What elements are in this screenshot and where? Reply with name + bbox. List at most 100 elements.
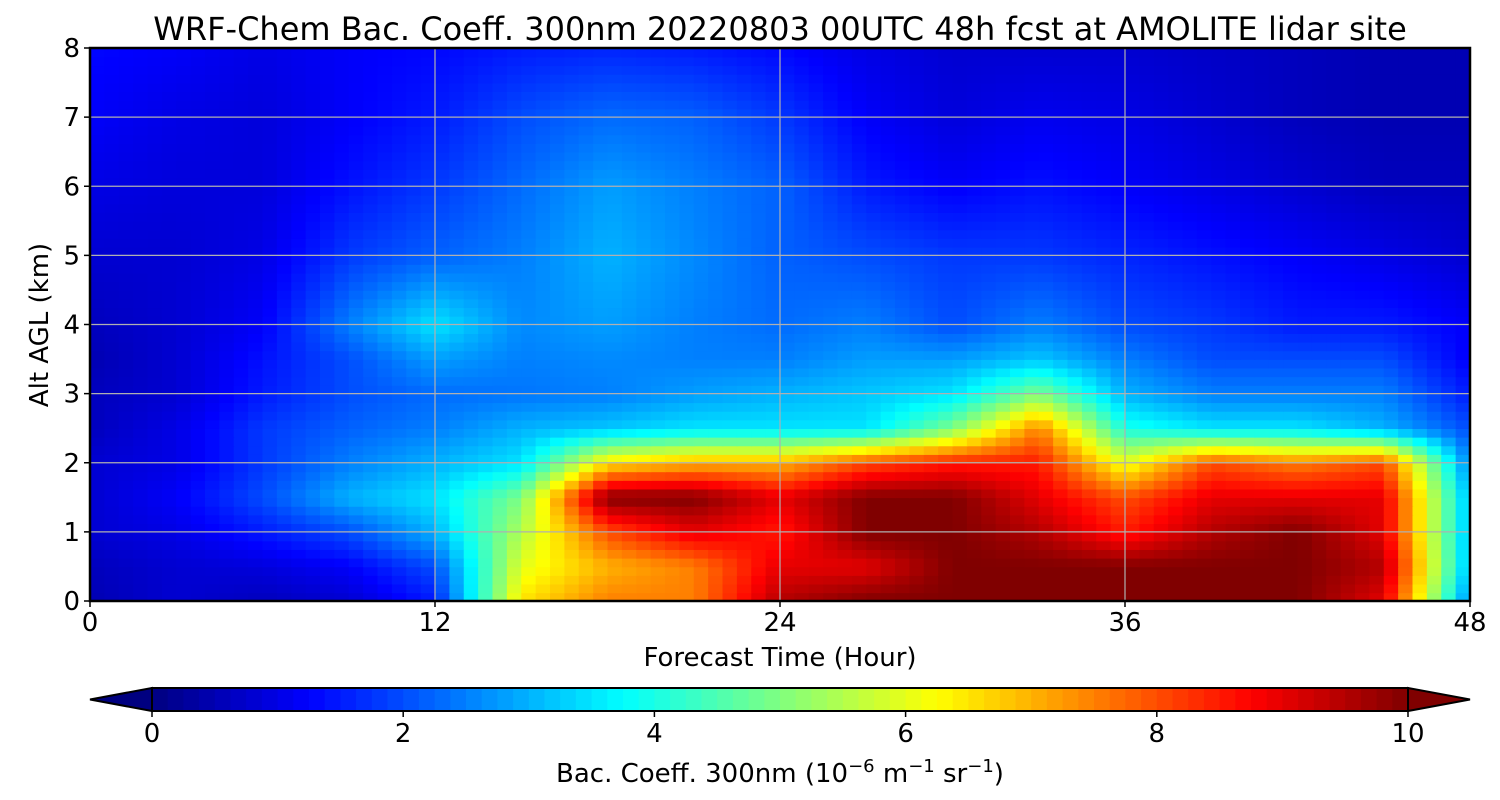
heatmap-cell bbox=[190, 575, 206, 585]
heatmap-cell bbox=[449, 212, 465, 222]
heatmap-cell bbox=[708, 497, 724, 507]
heatmap-cell bbox=[233, 289, 249, 300]
heatmap-cell bbox=[377, 523, 393, 533]
heatmap-cell bbox=[291, 255, 307, 265]
heatmap-cell bbox=[679, 341, 695, 352]
heatmap-cell bbox=[1211, 307, 1227, 317]
heatmap-cell bbox=[305, 298, 321, 309]
heatmap-cell bbox=[463, 289, 479, 300]
heatmap-cell bbox=[1196, 264, 1213, 274]
heatmap-cell bbox=[708, 393, 724, 404]
heatmap-cell bbox=[276, 462, 293, 473]
heatmap-cell bbox=[118, 523, 134, 533]
heatmap-cell bbox=[506, 307, 523, 317]
heatmap-cell bbox=[449, 488, 465, 499]
heatmap-cell bbox=[952, 212, 968, 222]
heatmap-cell bbox=[1355, 220, 1371, 231]
heatmap-cell bbox=[205, 575, 221, 585]
heatmap-cell bbox=[1326, 324, 1342, 334]
heatmap-cell bbox=[909, 350, 925, 360]
heatmap-cell bbox=[377, 454, 393, 464]
heatmap-cell bbox=[420, 168, 436, 179]
heatmap-cell bbox=[995, 298, 1011, 309]
heatmap-cell bbox=[1038, 298, 1054, 309]
heatmap-cell bbox=[320, 471, 336, 481]
heatmap-cell bbox=[1110, 333, 1126, 343]
heatmap-cell bbox=[276, 583, 293, 594]
heatmap-cell bbox=[1081, 410, 1098, 421]
heatmap-cell bbox=[621, 557, 638, 568]
heatmap-cell bbox=[1369, 324, 1385, 334]
heatmap-cell bbox=[909, 289, 925, 300]
heatmap-cell bbox=[837, 428, 853, 438]
heatmap-cell bbox=[564, 575, 580, 585]
heatmap-cell bbox=[564, 177, 580, 188]
heatmap-cell bbox=[593, 480, 609, 490]
heatmap-cell bbox=[780, 488, 796, 499]
heatmap-cell bbox=[1125, 592, 1141, 601]
heatmap-cell bbox=[118, 393, 134, 404]
heatmap-cell bbox=[851, 229, 868, 239]
heatmap-cell bbox=[1355, 376, 1371, 386]
heatmap-cell bbox=[550, 471, 566, 481]
heatmap-cell bbox=[823, 393, 839, 404]
heatmap-cell bbox=[1254, 428, 1270, 438]
heatmap-cell bbox=[190, 540, 206, 550]
heatmap-cell bbox=[1139, 523, 1155, 533]
heatmap-cell bbox=[348, 575, 364, 585]
heatmap-cell bbox=[276, 514, 293, 525]
heatmap-cell bbox=[334, 281, 350, 291]
heatmap-cell bbox=[248, 488, 264, 499]
heatmap-cell bbox=[219, 238, 235, 248]
heatmap-cell bbox=[463, 583, 479, 594]
heatmap-cell bbox=[521, 203, 537, 213]
heatmap-cell bbox=[1096, 160, 1112, 170]
heatmap-cell bbox=[909, 436, 925, 447]
heatmap-cell bbox=[1067, 289, 1083, 300]
heatmap-cell bbox=[621, 462, 638, 473]
heatmap-cell bbox=[377, 419, 393, 429]
heatmap-cell bbox=[751, 350, 767, 360]
heatmap-cell bbox=[780, 393, 796, 404]
heatmap-cell bbox=[391, 246, 408, 257]
heatmap-cell bbox=[104, 523, 120, 533]
heatmap-cell bbox=[708, 384, 724, 395]
heatmap-cell bbox=[1067, 160, 1083, 170]
heatmap-cell bbox=[147, 557, 163, 568]
heatmap-cell bbox=[1398, 436, 1414, 447]
heatmap-cell bbox=[1455, 212, 1470, 222]
heatmap-cell bbox=[161, 238, 178, 248]
heatmap-cell bbox=[808, 514, 824, 525]
heatmap-cell bbox=[1441, 488, 1457, 499]
heatmap-cell bbox=[1383, 272, 1399, 283]
heatmap-cell bbox=[391, 436, 408, 447]
heatmap-cell bbox=[736, 272, 753, 283]
heatmap-cell bbox=[435, 471, 451, 481]
heatmap-cell bbox=[679, 419, 695, 429]
heatmap-cell bbox=[1240, 229, 1256, 239]
heatmap-cell bbox=[449, 186, 465, 196]
heatmap-cell bbox=[420, 402, 436, 412]
heatmap-cell bbox=[1412, 480, 1428, 490]
heatmap-cell bbox=[1153, 238, 1169, 248]
heatmap-cell bbox=[995, 186, 1011, 196]
heatmap-cell bbox=[118, 186, 134, 196]
heatmap-cell bbox=[823, 566, 839, 576]
heatmap-cell bbox=[650, 264, 666, 274]
heatmap-cell bbox=[708, 151, 724, 162]
heatmap-cell bbox=[1254, 246, 1270, 257]
heatmap-cell bbox=[794, 177, 810, 188]
heatmap-cell bbox=[1110, 160, 1126, 170]
heatmap-cell bbox=[535, 505, 551, 516]
heatmap-cell bbox=[981, 454, 997, 464]
heatmap-cell bbox=[895, 514, 911, 525]
heatmap-cell bbox=[1168, 220, 1184, 231]
heatmap-cell bbox=[435, 298, 451, 309]
heatmap-cell bbox=[391, 410, 408, 421]
heatmap-cell bbox=[478, 436, 494, 447]
heatmap-cell bbox=[923, 575, 939, 585]
heatmap-cell bbox=[1067, 471, 1083, 481]
heatmap-cell bbox=[693, 583, 709, 594]
heatmap-cell bbox=[348, 255, 364, 265]
heatmap-cell bbox=[147, 246, 163, 257]
